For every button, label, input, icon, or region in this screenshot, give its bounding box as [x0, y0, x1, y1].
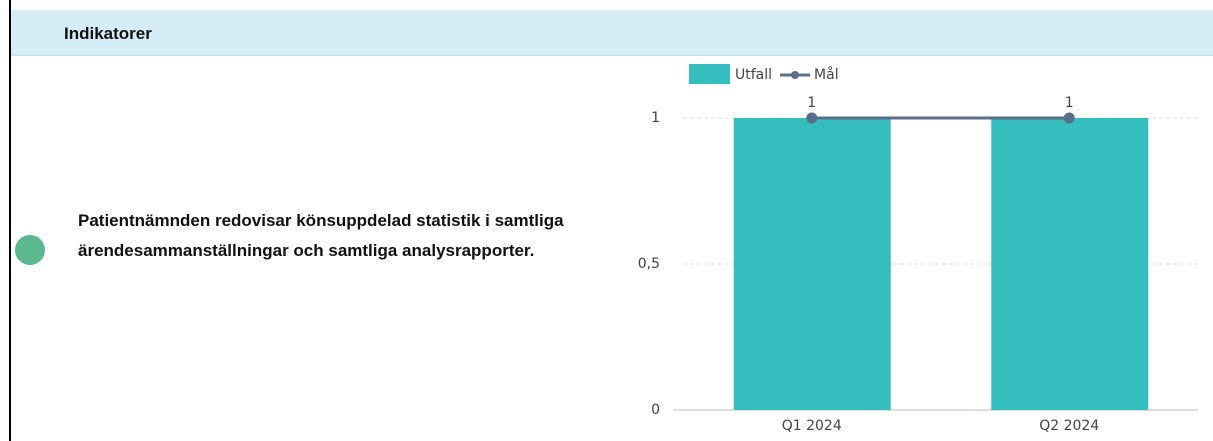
x-tick-label: Q1 2024 [782, 418, 842, 434]
line-point [1063, 112, 1075, 124]
x-tick-label: Q2 2024 [1039, 418, 1099, 434]
legend-label: Utfall [735, 67, 772, 83]
y-tick-label: 0,5 [638, 256, 660, 272]
legend-swatch [689, 64, 730, 84]
line-point [806, 112, 818, 124]
data-label: 1 [1065, 95, 1074, 111]
legend-swatch [791, 71, 800, 79]
bar [733, 118, 891, 410]
data-label: 1 [807, 95, 816, 111]
y-tick-label: 0 [651, 402, 660, 418]
border [9, 0, 11, 441]
status-dot [15, 235, 45, 265]
indicator-text: Patientnämnden redovisar könsuppdelad st… [78, 211, 564, 260]
header-title: Indikatorer [64, 24, 152, 43]
bar [991, 118, 1149, 410]
header: Indikatorer [11, 10, 1213, 56]
legend-label: Mål [814, 66, 839, 83]
y-tick-label: 1 [651, 110, 660, 126]
